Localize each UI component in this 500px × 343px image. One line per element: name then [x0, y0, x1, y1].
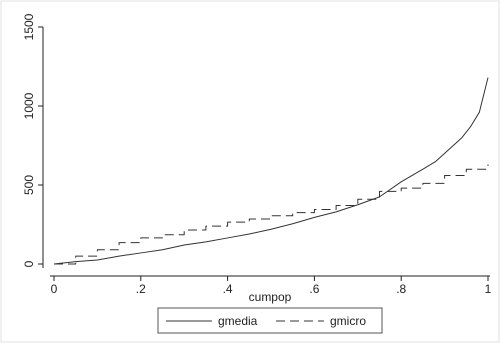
x-ticks: 0 .2 .4 .6 .8 1: [51, 276, 492, 296]
y-tick-label: 500: [22, 175, 36, 195]
y-ticks: 0 500 1000 1500: [22, 13, 43, 267]
series-line-gmedia: [53, 77, 489, 265]
y-tick-label: 0: [22, 260, 36, 267]
legend: gmedia gmicro: [157, 307, 383, 334]
x-tick-label: .6: [309, 282, 319, 296]
x-tick-label: .2: [136, 282, 146, 296]
x-axis-label: cumpop: [249, 290, 292, 304]
series-line-gmicro: [54, 164, 489, 265]
x-tick-label: .4: [223, 282, 233, 296]
x-tick-label: 0: [51, 282, 58, 296]
legend-label-gmicro: gmicro: [330, 314, 366, 328]
y-tick-label: 1000: [22, 92, 36, 119]
legend-label-gmedia: gmedia: [218, 314, 258, 328]
x-tick-label: 1: [485, 282, 492, 296]
y-axis: 0 500 1000 1500: [22, 13, 44, 268]
x-tick-label: .8: [396, 282, 406, 296]
series-layer: [53, 77, 489, 265]
x-axis: 0 .2 .4 .6 .8 1 cumpop: [50, 275, 492, 304]
y-tick-label: 1500: [22, 13, 36, 40]
